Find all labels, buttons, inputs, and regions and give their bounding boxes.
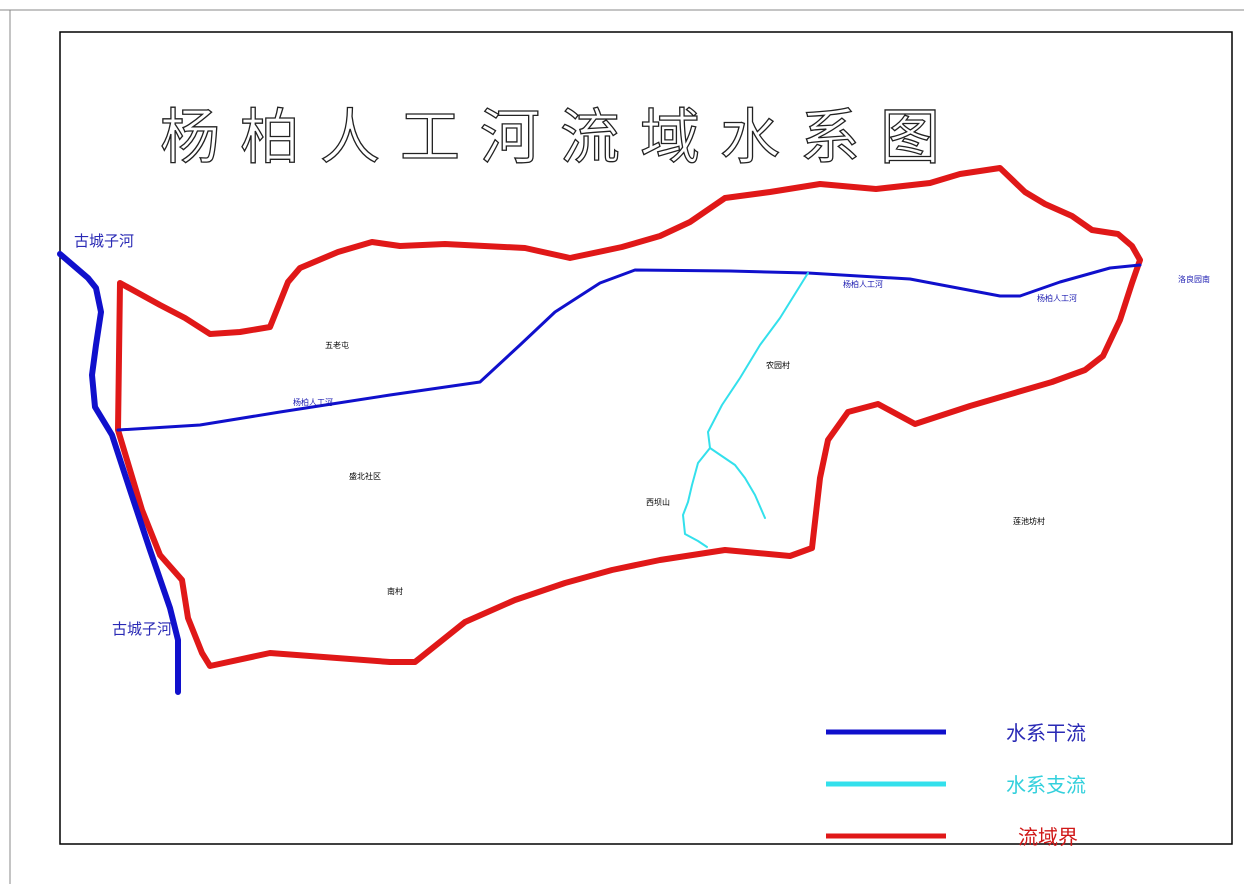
place-label-nancun: 南村: [387, 586, 403, 596]
legend-label-tributary: 水系支流: [1006, 773, 1086, 797]
legend: 水系干流 水系支流 流域界: [826, 721, 1086, 849]
tributary-branch: [682, 447, 711, 548]
yangbai-river-label-west: 杨柏人工河: [293, 397, 333, 407]
place-label-shengbei: 盛北社区: [349, 471, 381, 481]
tributary-main: [707, 272, 809, 519]
yangbai-river-label-east: 杨柏人工河: [1037, 293, 1077, 303]
place-label-dayuan: 莲池坊村: [1013, 516, 1045, 526]
gucheng-river-label-bottom: 古城子河: [112, 620, 172, 638]
gucheng-river-label-top: 古城子河: [74, 232, 134, 250]
yangbai-river: [116, 263, 1142, 432]
place-label-wulaotun: 五老屯: [325, 340, 349, 350]
gucheng-river: [57, 251, 181, 695]
watershed-boundary: [115, 165, 1143, 669]
yangbai-river-label-center: 杨柏人工河: [843, 279, 883, 289]
place-label-pianling: 西坝山: [646, 497, 670, 507]
map-title: 杨柏人工河流域水系图: [160, 103, 960, 173]
east-outlet-label: 洛良园南: [1178, 274, 1210, 284]
legend-label-boundary: 流域界: [1018, 825, 1078, 849]
place-label-yaoyuan: 农园村: [766, 360, 790, 370]
map-frame: [59, 31, 1233, 845]
legend-label-main-river: 水系干流: [1006, 721, 1086, 745]
